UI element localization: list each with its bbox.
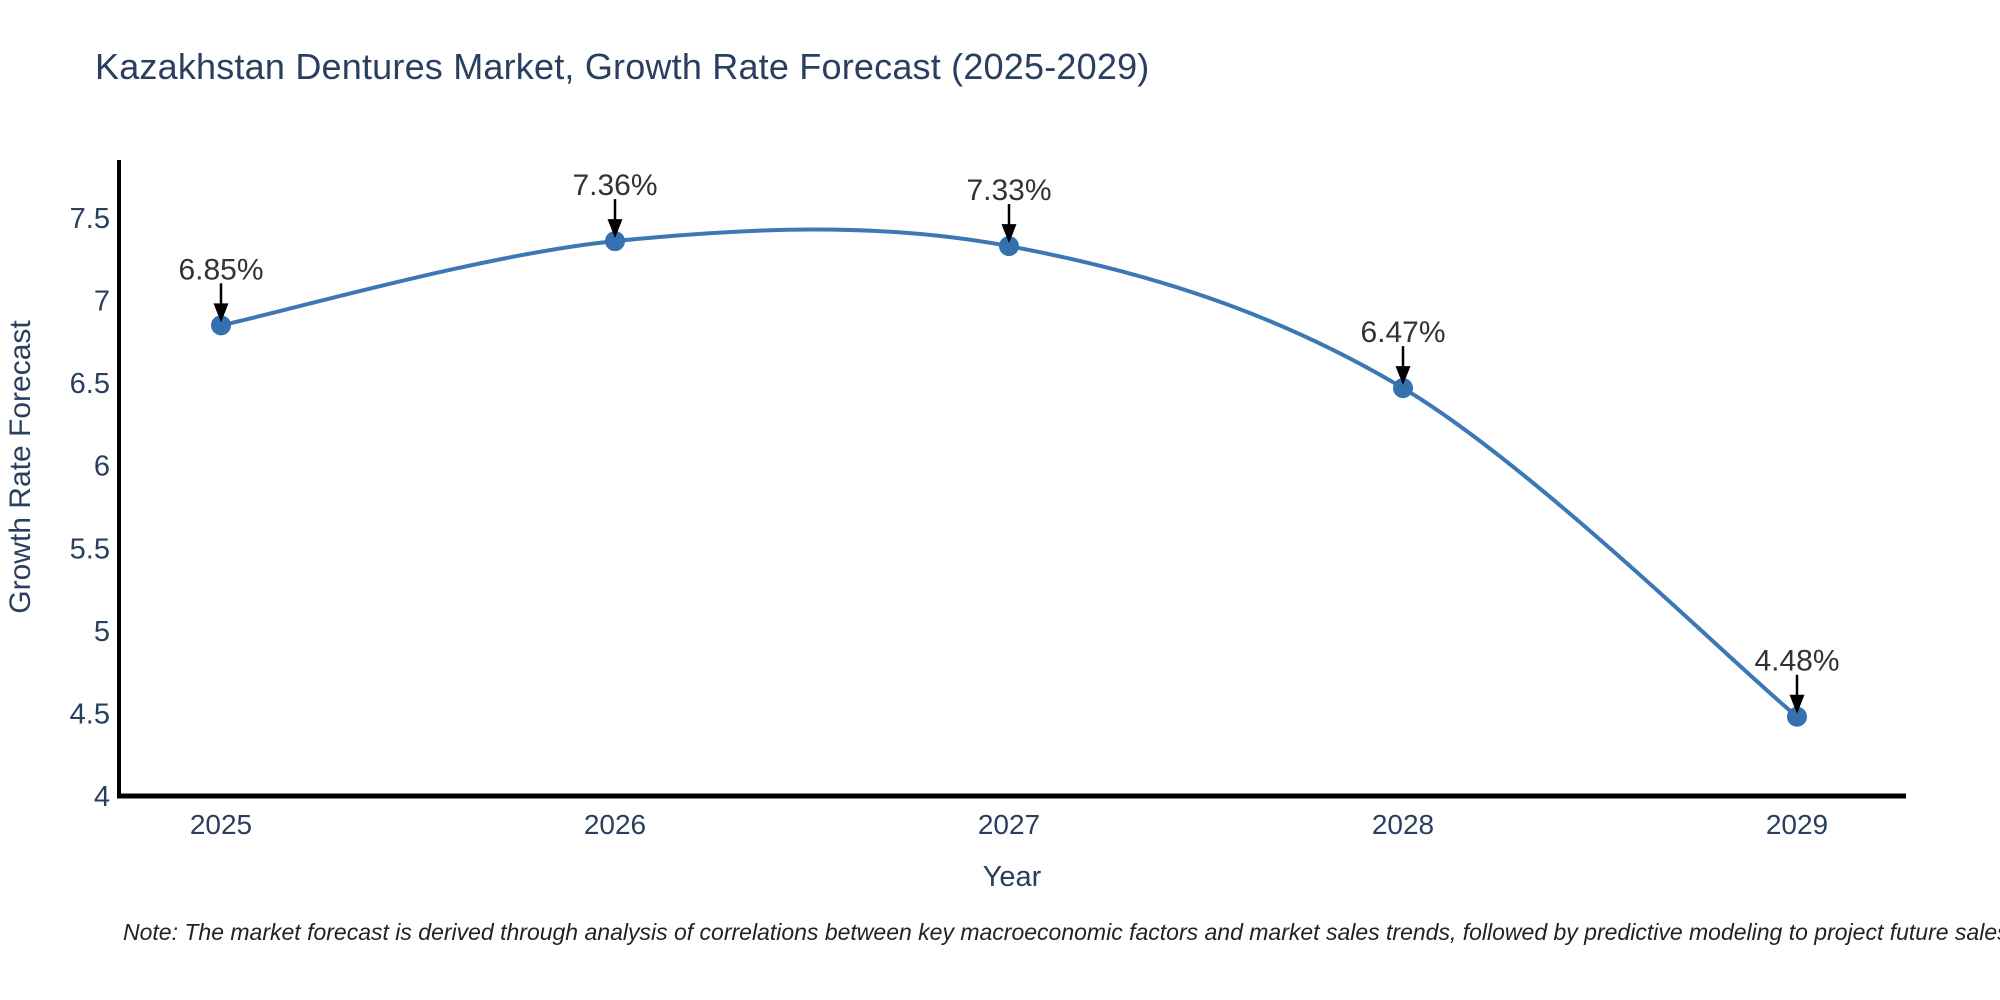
x-tick-label: 2029 (1766, 809, 1828, 840)
y-tick-label: 5.5 (70, 533, 110, 565)
annotation-arrow-head (213, 303, 229, 323)
annotation-label: 7.33% (966, 174, 1051, 207)
annotation-label: 4.48% (1754, 645, 1839, 678)
y-axis-title: Growth Rate Forecast (4, 320, 37, 614)
x-tick-label: 2025 (190, 809, 252, 840)
x-tick-label: 2026 (584, 809, 646, 840)
annotation-arrow-head (1001, 224, 1017, 244)
y-tick-label: 5 (94, 616, 110, 648)
footnote: Note: The market forecast is derived thr… (123, 919, 2000, 945)
x-axis-title: Year (983, 861, 1042, 893)
annotation-label: 6.47% (1360, 316, 1445, 349)
x-tick-label: 2028 (1372, 809, 1434, 840)
y-tick-label: 7 (94, 286, 110, 318)
annotation-label: 7.36% (572, 169, 657, 202)
annotation-arrow-head (1395, 366, 1411, 386)
y-tick-label: 4.5 (70, 698, 110, 730)
annotation-arrow-head (607, 219, 623, 239)
y-tick-label: 7.5 (70, 203, 110, 235)
y-tick-label: 6.5 (70, 368, 110, 400)
forecast-line (219, 227, 1799, 719)
annotation-label: 6.85% (178, 253, 263, 286)
chart-title: Kazakhstan Dentures Market, Growth Rate … (95, 46, 1150, 87)
annotation-arrow-head (1789, 694, 1805, 714)
y-tick-label: 6 (94, 451, 110, 483)
y-tick-label: 4 (94, 781, 110, 813)
x-tick-label: 2027 (978, 809, 1040, 840)
